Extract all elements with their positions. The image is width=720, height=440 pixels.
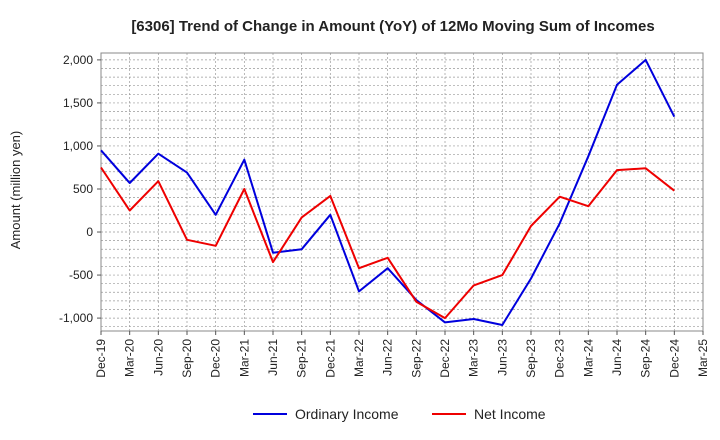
y-axis-label: Amount (million yen) <box>8 131 23 250</box>
x-tick-label: Jun-22 <box>381 339 395 376</box>
legend-label-net-income: Net Income <box>474 406 546 422</box>
x-tick-label: Jun-20 <box>151 339 165 376</box>
series-group <box>100 58 676 326</box>
y-tick-label: 2,000 <box>63 53 93 67</box>
x-tick-label: Mar-22 <box>352 339 366 377</box>
y-tick-label: 1,500 <box>63 96 93 110</box>
x-tick-label: Mar-25 <box>696 339 710 377</box>
x-tick-label: Dec-19 <box>94 339 108 378</box>
x-tick-label: Dec-24 <box>667 339 681 378</box>
x-tick-label: Sep-20 <box>180 339 194 378</box>
plot-area <box>100 52 704 332</box>
x-tick-label: Sep-22 <box>409 339 423 378</box>
y-tick-label: 0 <box>86 225 93 239</box>
x-tick-label: Mar-21 <box>237 339 251 377</box>
y-tick-label: 500 <box>73 182 93 196</box>
x-tick-label: Mar-20 <box>123 339 137 377</box>
x-tick-label: Dec-20 <box>209 339 223 378</box>
x-tick-label: Sep-24 <box>639 339 653 378</box>
x-tick-label: Dec-22 <box>438 339 452 378</box>
y-tick-label: 1,000 <box>63 139 93 153</box>
chart-title: [6306] Trend of Change in Amount (YoY) o… <box>131 18 654 35</box>
x-tick-label: Jun-21 <box>266 339 280 376</box>
y-axis: -1,000 -500 0 500 1,000 1,500 2,000 <box>59 53 101 325</box>
legend: Ordinary Income Net Income <box>253 406 546 422</box>
x-tick-label: Dec-21 <box>323 339 337 378</box>
y-tick-label: -1,000 <box>59 311 93 325</box>
series-line-ordinary-income <box>100 58 676 326</box>
series-line-net-income <box>100 166 675 320</box>
x-tick-label: Mar-24 <box>581 339 595 377</box>
x-tick-label: Sep-23 <box>524 339 538 378</box>
x-tick-label: Sep-21 <box>295 339 309 378</box>
x-tick-label: Dec-23 <box>553 339 567 378</box>
x-tick-label: Jun-24 <box>610 339 624 376</box>
x-tick-label: Mar-23 <box>467 339 481 377</box>
y-tick-label: -500 <box>69 268 93 282</box>
x-tick-label: Jun-23 <box>495 339 509 376</box>
x-axis: Dec-19 Mar-20 Jun-20 Sep-20 Dec-20 Mar-21 Jun-… <box>94 331 710 378</box>
grid <box>100 53 704 331</box>
legend-label-ordinary-income: Ordinary Income <box>295 406 399 422</box>
